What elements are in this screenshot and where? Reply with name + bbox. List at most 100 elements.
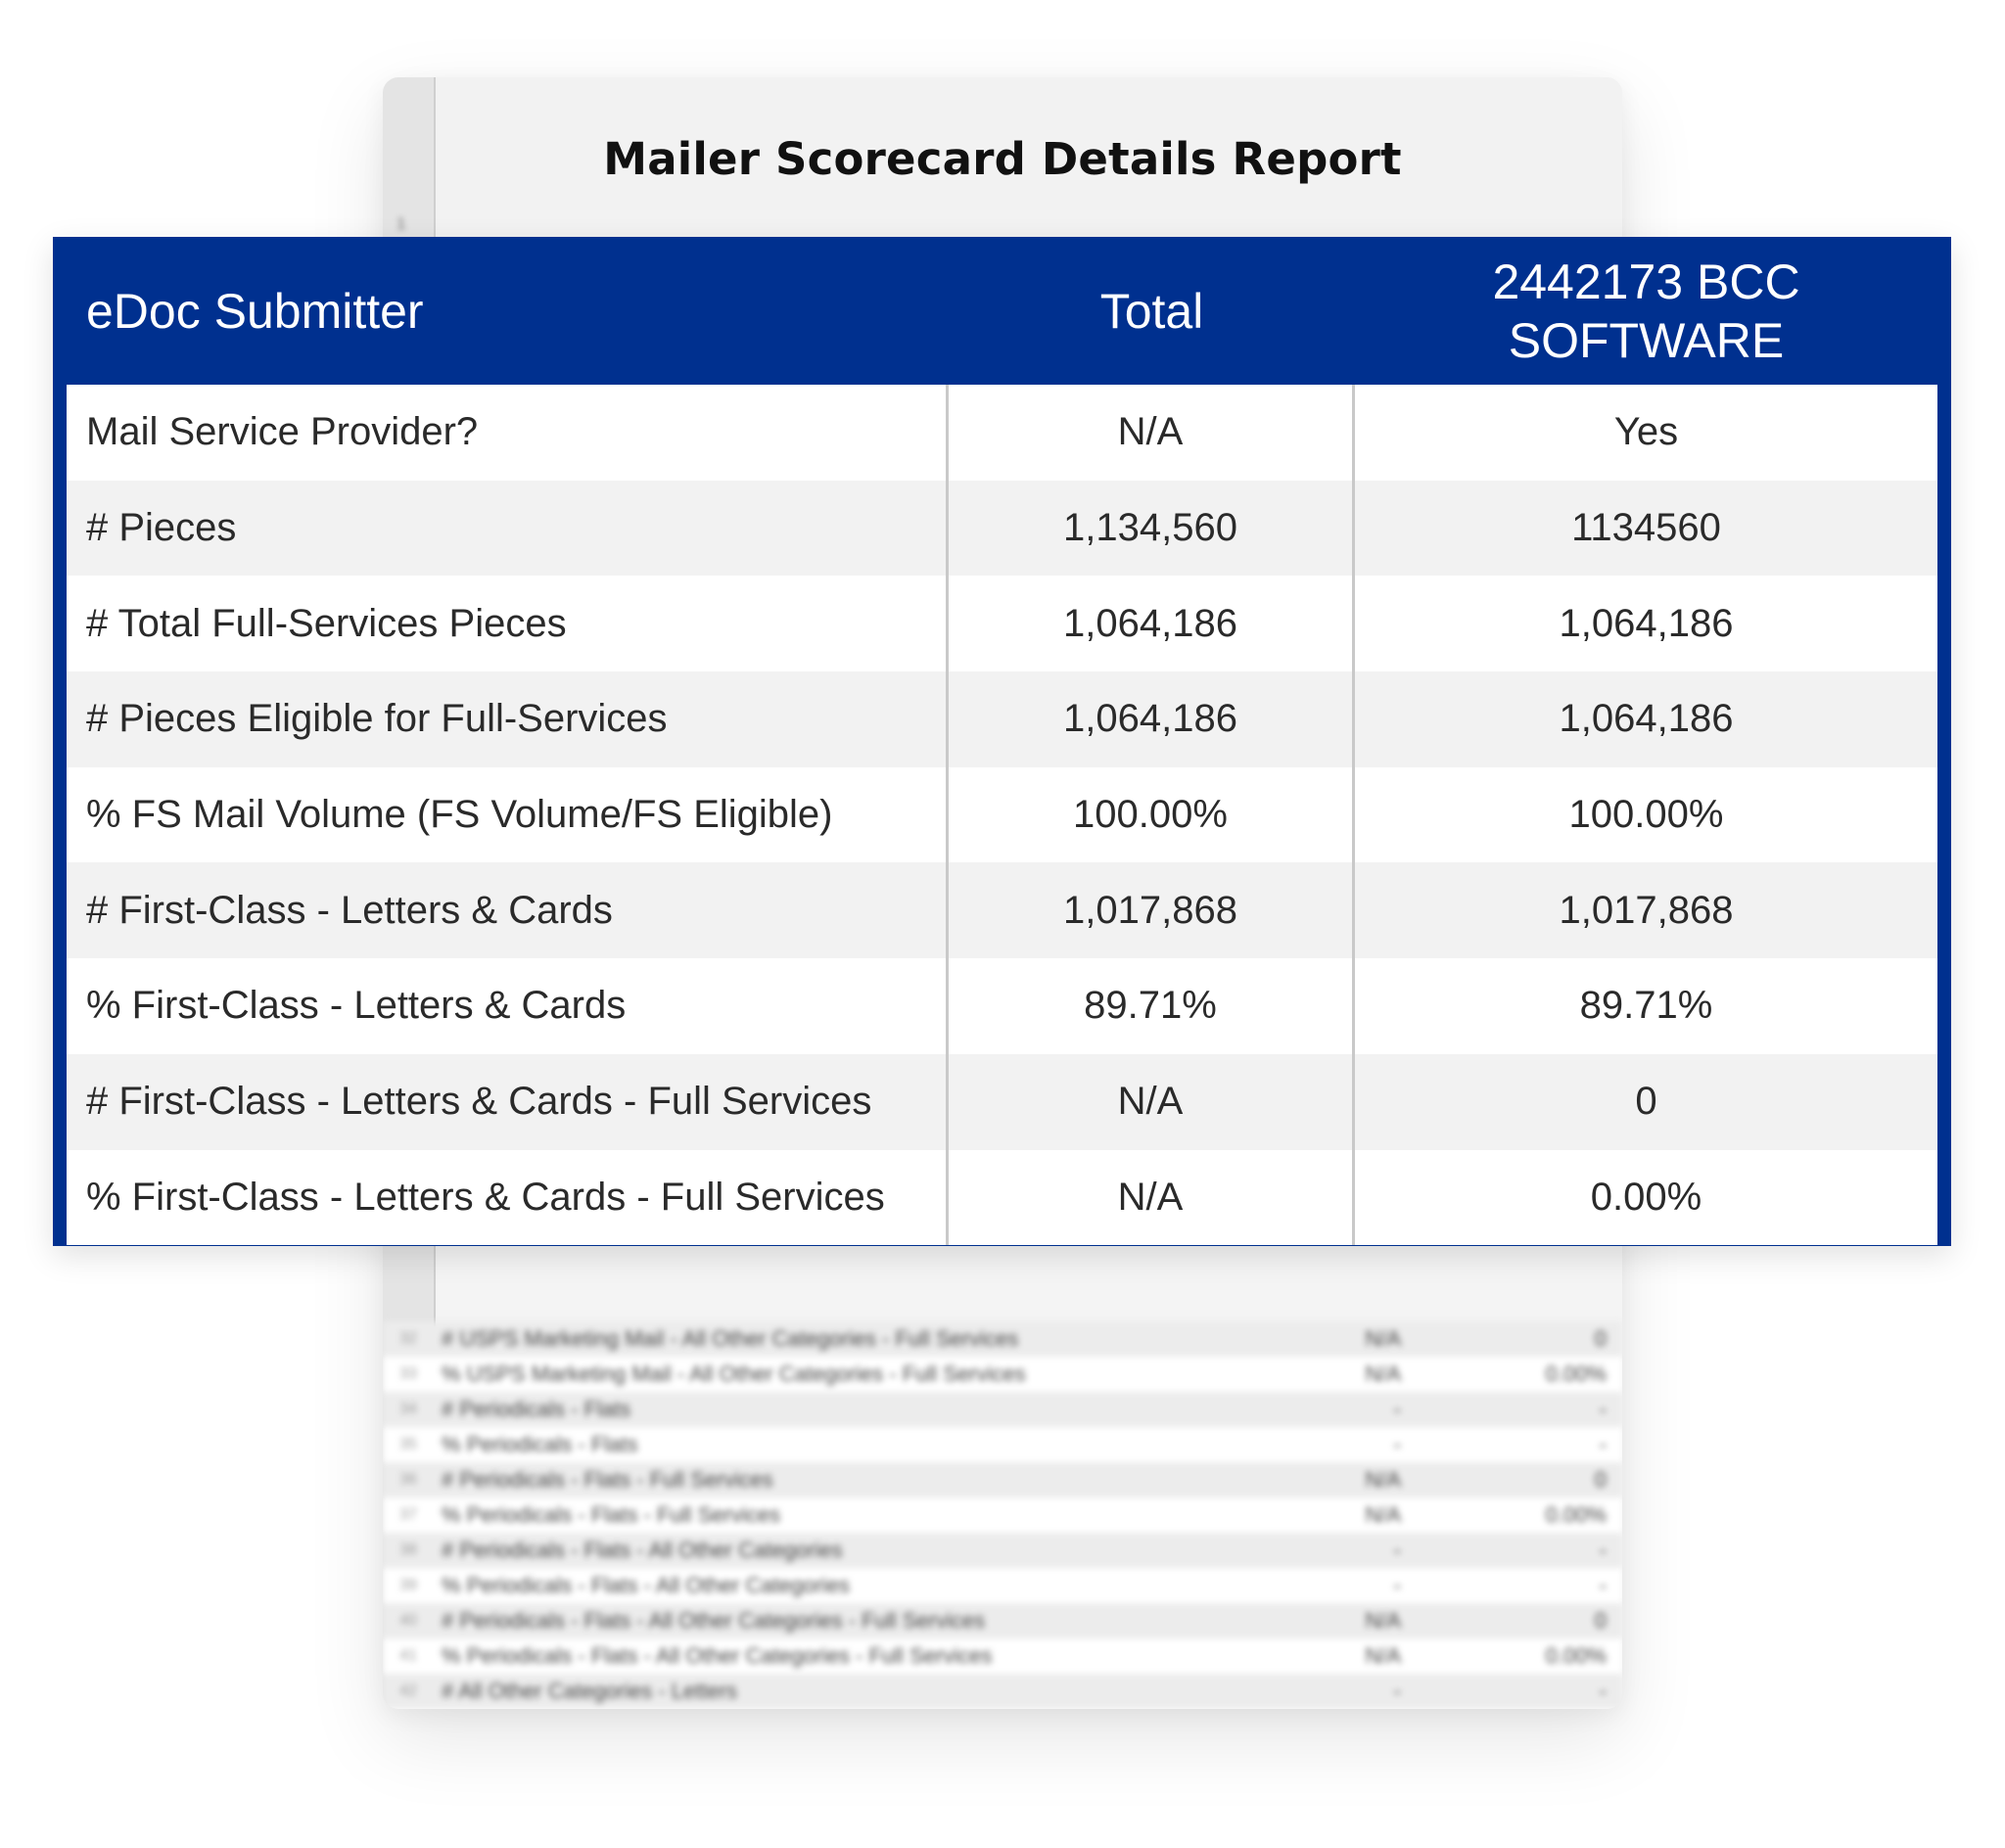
row-value: 0.00% [1590,1175,1702,1219]
row-label: # Pieces [67,480,949,577]
header-total: Total [1099,283,1204,339]
scorecard-table: eDoc Submitter Total 2442173 BCC SOFTWAR… [53,237,1951,1246]
row-value: 1,064,186 [1559,601,1734,645]
row-value: 89.71% [1579,984,1713,1028]
row-label: # First-Class - Letters & Cards [67,862,949,959]
header-submitter-name: SOFTWARE [1508,312,1785,368]
background-row-value: - [1599,1573,1607,1597]
background-row-total: N/A [1365,1502,1401,1527]
background-row-value: 0 [1594,1326,1607,1351]
background-row-total: - [1393,1432,1401,1456]
row-total: N/A [949,1053,1355,1150]
table-row: # First-Class - Letters & Cards 1,017,868… [67,862,1937,959]
background-row-value: - [1599,1397,1607,1421]
row-total: 1,064,186 [949,671,1355,767]
background-row: 34 # Periodicals - Flats - - [383,1392,1622,1427]
background-row: 35 % Periodicals - Flats - - [383,1427,1622,1462]
background-row-label: % USPS Marketing Mail - All Other Catego… [442,1362,1026,1386]
background-row-value: 0.00% [1545,1643,1607,1668]
header-submitter-column: 2442173 BCC SOFTWARE [1355,253,1937,370]
row-total: N/A [949,1149,1355,1246]
background-row: 38 # Periodicals - Flats - All Other Cate… [383,1533,1622,1568]
row-total: 1,017,868 [949,862,1355,959]
background-row-label: # Periodicals - Flats - All Other Catego… [442,1538,843,1562]
background-row-number: 34 [399,1401,417,1417]
table-row: # First-Class - Letters & Cards - Full S… [67,1053,1937,1150]
background-row-value: - [1599,1432,1607,1456]
background-row-label: % Periodicals - Flats - Full Services [442,1502,780,1527]
table-row: # Pieces Eligible for Full-Services 1,064… [67,671,1937,767]
background-row-value: 0.00% [1545,1362,1607,1386]
background-row-value: 0 [1594,1467,1607,1492]
background-row-number: 37 [399,1506,417,1523]
table-row: Mail Service Provider? N/A Yes [67,385,1937,481]
row-total: N/A [949,385,1355,481]
background-row-total: - [1393,1679,1401,1703]
row-total: 1,134,560 [949,480,1355,577]
background-row: 42 # All Other Categories - Letters - - [383,1674,1622,1709]
background-row-number: 32 [399,1330,417,1347]
background-row-value: - [1599,1679,1607,1703]
row-label: % First-Class - Letters & Cards - Full S… [67,1149,949,1246]
row-label: # Total Full-Services Pieces [67,576,949,672]
background-row-number: 42 [399,1683,417,1699]
background-row-total: - [1393,1573,1401,1597]
background-row-label: # Periodicals - Flats - All Other Catego… [442,1608,986,1633]
row-label: # First-Class - Letters & Cards - Full S… [67,1053,949,1150]
table-row: % First-Class - Letters & Cards - Full S… [67,1149,1937,1246]
background-row-total: N/A [1365,1467,1401,1492]
table-body: Mail Service Provider? N/A Yes # Pieces 1,13… [67,385,1937,1246]
header-submitter-id: 2442173 BCC [1492,254,1800,309]
background-row-label: # All Other Categories - Letters [442,1679,738,1703]
table-row: # Total Full-Services Pieces 1,064,186 1,0… [67,576,1937,672]
background-row-label: # Periodicals - Flats - Full Services [442,1467,773,1492]
table-header: eDoc Submitter Total 2442173 BCC SOFTWAR… [53,237,1951,385]
row-total: 1,064,186 [949,576,1355,672]
row-value: 100.00% [1568,793,1724,837]
title-area [436,77,1622,241]
background-row-total: N/A [1365,1326,1401,1351]
background-row: 37 % Periodicals - Flats - Full Services N… [383,1498,1622,1533]
table-row: % First-Class - Letters & Cards 89.71% 89.… [67,958,1937,1054]
background-row-value: - [1599,1538,1607,1562]
background-row-number: 39 [399,1577,417,1594]
row-label: % First-Class - Letters & Cards [67,958,949,1054]
row-value: 0 [1635,1080,1657,1124]
background-row-number: 36 [399,1471,417,1488]
background-row: 41 % Periodicals - Flats - All Other Cate… [383,1639,1622,1674]
background-row: 32 # USPS Marketing Mail - All Other Cate… [383,1321,1622,1357]
table-row: % FS Mail Volume (FS Volume/FS Eligible)… [67,766,1937,863]
row-value: 1,017,868 [1559,888,1734,932]
background-row-total: N/A [1365,1608,1401,1633]
background-row-value: 0 [1594,1608,1607,1633]
background-row-label: # USPS Marketing Mail - All Other Catego… [442,1326,1019,1351]
background-row-label: # Periodicals - Flats [442,1397,631,1421]
background-row-number: 33 [399,1365,417,1382]
row-total: 89.71% [949,958,1355,1054]
background-row: 39 % Periodicals - Flats - All Other Cate… [383,1568,1622,1603]
background-row-value: 0.00% [1545,1502,1607,1527]
background-rows: 32 # USPS Marketing Mail - All Other Cate… [383,1321,1622,1709]
row-total: 100.00% [949,766,1355,863]
header-edoc-submitter: eDoc Submitter [86,283,424,339]
row-value: Yes [1613,410,1679,454]
report-title: Mailer Scorecard Details Report [603,133,1402,185]
background-row: 40 # Periodicals - Flats - All Other Cate… [383,1603,1622,1639]
background-row-number: 38 [399,1542,417,1558]
background-row-label: % Periodicals - Flats - All Other Catego… [442,1643,993,1668]
row-label: Mail Service Provider? [67,385,949,481]
table-row: # Pieces 1,134,560 1134560 [67,480,1937,577]
background-row: 36 # Periodicals - Flats - Full Services N… [383,1462,1622,1498]
background-row-number: 40 [399,1612,417,1629]
row-value: 1134560 [1571,506,1721,550]
row-label: # Pieces Eligible for Full-Services [67,671,949,767]
background-row-number: 35 [399,1436,417,1453]
row-value: 1,064,186 [1559,697,1734,741]
background-row-label: % Periodicals - Flats [442,1432,638,1456]
background-row: 33 % USPS Marketing Mail - All Other Cate… [383,1357,1622,1392]
background-row-total: N/A [1365,1643,1401,1668]
row-label: % FS Mail Volume (FS Volume/FS Eligible) [67,766,949,863]
background-row-number: 41 [399,1647,417,1664]
background-row-total: N/A [1365,1362,1401,1386]
background-row-label: % Periodicals - Flats - All Other Catego… [442,1573,850,1597]
